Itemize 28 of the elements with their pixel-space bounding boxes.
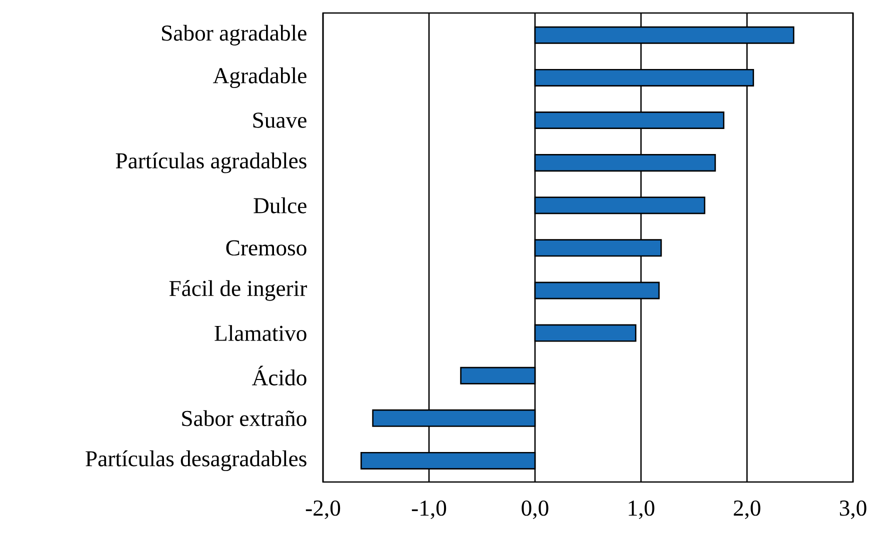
bar (534, 26, 794, 44)
bar (534, 324, 636, 342)
bar (534, 196, 706, 214)
y-tick-label: Agradable (213, 67, 306, 88)
bar (460, 366, 536, 384)
y-tick-label: Fácil de ingerir (169, 280, 307, 301)
y-tick-label: Llamativo (214, 325, 306, 342)
y-tick-label: Sabor agradable (162, 24, 306, 46)
y-tick-label: Suave (253, 112, 306, 128)
y-tick-label: Cremoso (226, 240, 306, 256)
x-tick-label: -1,0 (412, 500, 446, 520)
y-tick-label: Partículas agradables (116, 152, 306, 174)
x-tick-label: 3,0 (840, 500, 866, 520)
x-tick-label: 0,0 (522, 500, 548, 520)
y-tick-label: Ácido (252, 366, 306, 386)
bar (534, 112, 724, 130)
bar (372, 409, 536, 427)
bar (360, 452, 536, 470)
bar (534, 154, 716, 172)
x-tick-label: -2,0 (306, 500, 340, 520)
x-tick-label: 2,0 (734, 500, 760, 520)
bar (534, 239, 662, 257)
x-tick-label: 1,0 (628, 500, 654, 520)
bar (534, 68, 754, 86)
bar (534, 282, 660, 300)
y-tick-label: Sabor extraño (182, 410, 306, 426)
y-tick-label: Partículas desagradables (86, 450, 306, 472)
y-tick-label: Dulce (254, 197, 306, 214)
